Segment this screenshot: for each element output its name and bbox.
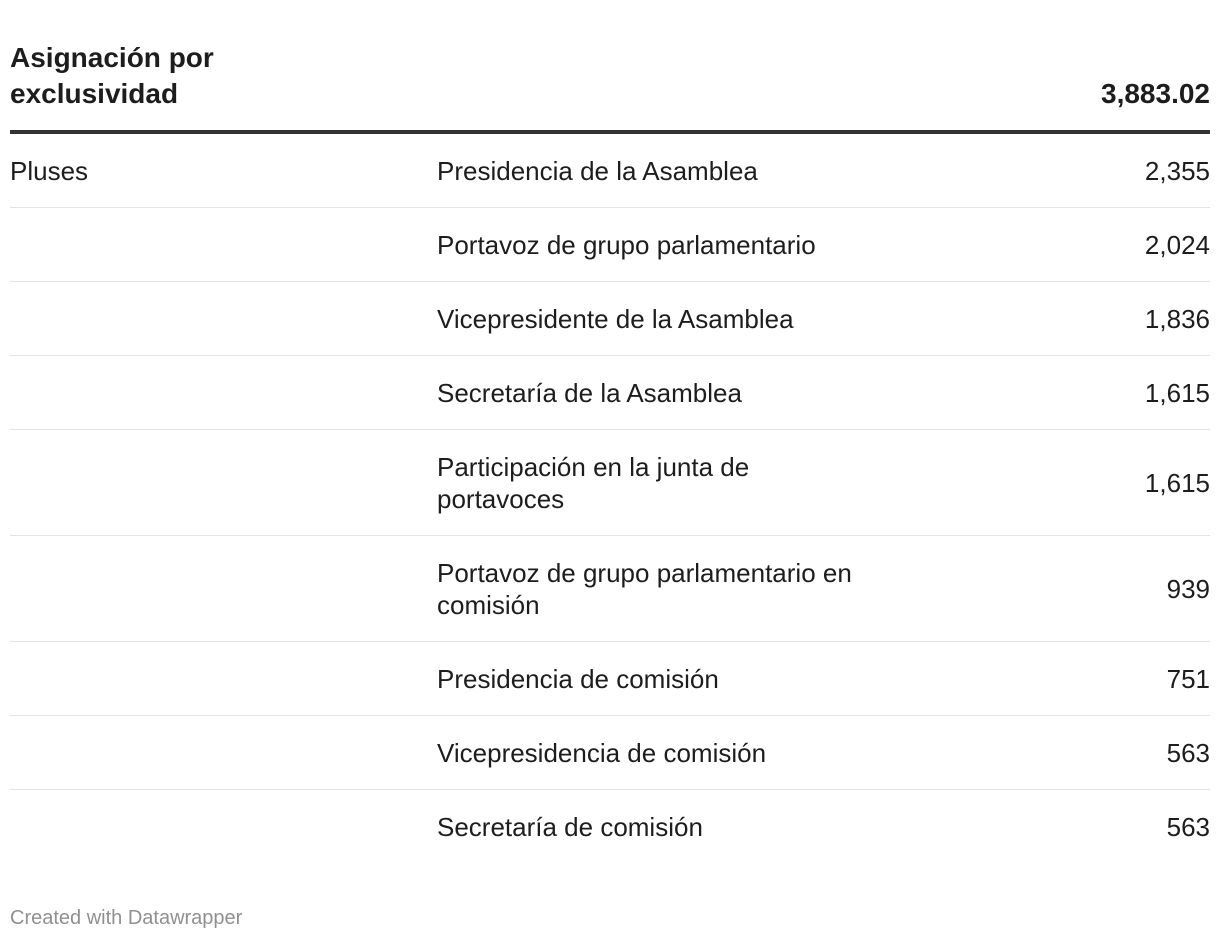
row-value: 2,024	[1144, 229, 1210, 260]
row-label: Portavoz de grupo parlamentario	[437, 229, 816, 260]
table-row: Participación en la junta de portavoces …	[10, 430, 1210, 536]
table-row: Secretaría de la Asamblea 1,615	[10, 356, 1210, 430]
row-value: 751	[1166, 663, 1210, 694]
table-row: Portavoz de grupo parlamentario 2,024	[10, 208, 1210, 282]
data-table: Asignación por exclusividad 3,883.02 Plu…	[10, 40, 1210, 863]
row-label: Participación en la junta de portavoces	[437, 451, 750, 514]
table-row: Portavoz de grupo parlamentario en comis…	[10, 536, 1210, 642]
row-label: Presidencia de la Asamblea	[437, 155, 758, 186]
row-value: 1,836	[1144, 303, 1210, 334]
row-label: Secretaría de la Asamblea	[437, 377, 742, 408]
row-value: 2,355	[1144, 155, 1210, 186]
table-row: Vicepresidente de la Asamblea 1,836	[10, 282, 1210, 356]
row-label: Secretaría de comisión	[437, 811, 703, 842]
datawrapper-credit: Created with Datawrapper	[10, 907, 243, 929]
row-value: 563	[1166, 811, 1210, 842]
row-value: 563	[1166, 737, 1210, 768]
row-label: Vicepresidente de la Asamblea	[437, 303, 794, 334]
table-row: Secretaría de comisión 563	[10, 790, 1210, 863]
table-row: Vicepresidencia de comisión 563	[10, 716, 1210, 790]
row-value: 939	[1166, 573, 1210, 604]
header-value: 3,883.02	[1101, 78, 1210, 109]
table-row: Presidencia de comisión 751	[10, 642, 1210, 716]
header-title: Asignación por exclusividad	[10, 42, 214, 109]
row-value: 1,615	[1144, 467, 1210, 498]
table-row: Pluses Presidencia de la Asamblea 2,355	[10, 134, 1210, 208]
row-label: Vicepresidencia de comisión	[437, 737, 767, 768]
table-header: Asignación por exclusividad 3,883.02	[10, 40, 1210, 134]
row-label: Portavoz de grupo parlamentario en comis…	[437, 557, 852, 620]
row-label: Presidencia de comisión	[437, 663, 719, 694]
row-value: 1,615	[1144, 377, 1210, 408]
row-group-label: Pluses	[10, 155, 89, 186]
